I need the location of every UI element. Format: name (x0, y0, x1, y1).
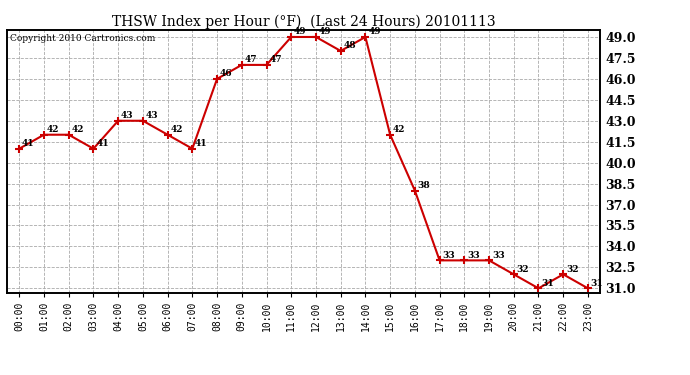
Text: 41: 41 (22, 139, 34, 148)
Text: 47: 47 (244, 55, 257, 64)
Text: 33: 33 (492, 251, 504, 260)
Text: 42: 42 (393, 125, 406, 134)
Text: 33: 33 (442, 251, 455, 260)
Text: 33: 33 (467, 251, 480, 260)
Text: 49: 49 (294, 27, 306, 36)
Text: 48: 48 (344, 41, 356, 50)
Text: 31: 31 (541, 279, 554, 288)
Text: 32: 32 (566, 265, 579, 274)
Text: 42: 42 (72, 125, 84, 134)
Text: 31: 31 (591, 279, 604, 288)
Text: 43: 43 (121, 111, 134, 120)
Text: 49: 49 (319, 27, 331, 36)
Text: 42: 42 (170, 125, 183, 134)
Text: 32: 32 (517, 265, 529, 274)
Text: 38: 38 (417, 181, 431, 190)
Text: 49: 49 (368, 27, 381, 36)
Text: 41: 41 (96, 139, 109, 148)
Text: 47: 47 (269, 55, 282, 64)
Text: 46: 46 (220, 69, 233, 78)
Text: 42: 42 (47, 125, 59, 134)
Text: THSW Index per Hour (°F)  (Last 24 Hours) 20101113: THSW Index per Hour (°F) (Last 24 Hours)… (112, 15, 495, 29)
Text: 41: 41 (195, 139, 208, 148)
Text: 43: 43 (146, 111, 158, 120)
Text: Copyright 2010 Cartronics.com: Copyright 2010 Cartronics.com (10, 34, 155, 43)
